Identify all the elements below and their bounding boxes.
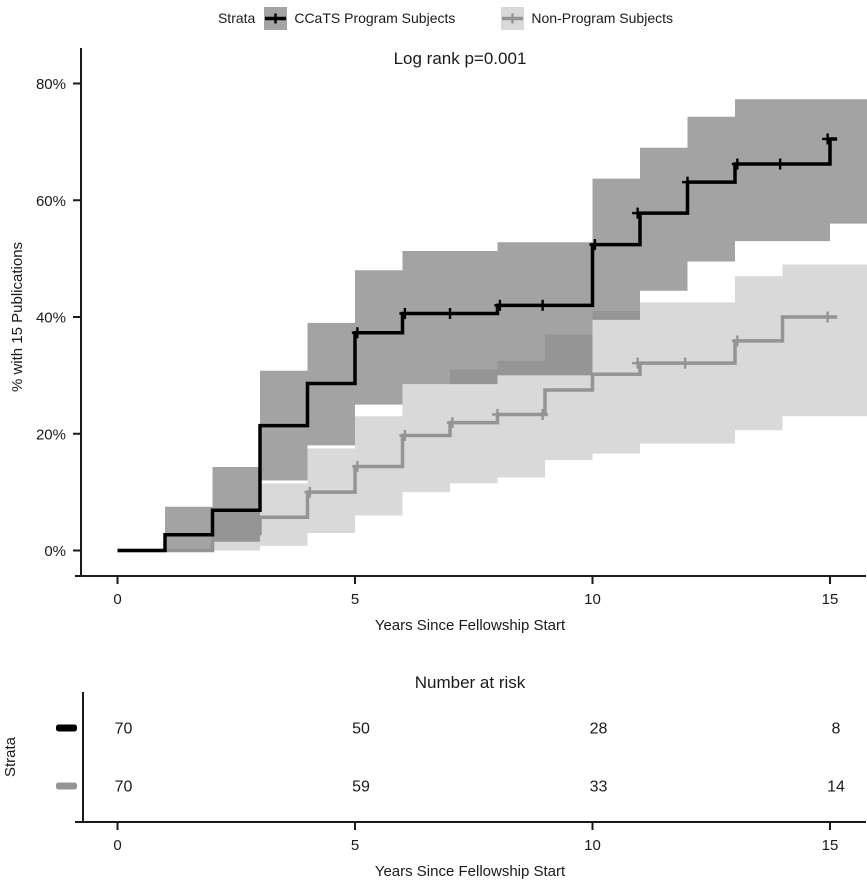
ccats-confidence-band (165, 99, 867, 551)
risk-count: 14 (827, 779, 845, 796)
risk-x-tick-label: 5 (351, 837, 359, 854)
legend-title: Strata (217, 10, 256, 26)
risk-strata-key-dash (56, 724, 77, 732)
risk-count: 70 (115, 721, 133, 738)
risk-count: 8 (832, 721, 841, 738)
y-tick-label: 80% (36, 76, 66, 93)
nonprogram-confidence-band (212, 264, 867, 551)
risk-count: 50 (352, 721, 370, 738)
legend-label-nonprogram: Non-Program Subjects (531, 10, 674, 26)
risk-count: 70 (115, 779, 133, 796)
risk-count: 33 (590, 779, 608, 796)
y-tick-label: 20% (36, 426, 66, 443)
x-tick-label: 0 (113, 591, 121, 608)
y-tick-label: 0% (44, 543, 66, 560)
y-tick-label: 40% (36, 310, 66, 327)
y-axis-label: % with 15 Publications (9, 242, 26, 392)
legend-key-ccats-icon (264, 6, 288, 30)
risk-table-axis-label: Strata (2, 736, 19, 777)
legend-label-ccats: CCaTS Program Subjects (294, 10, 456, 26)
risk-count: 59 (352, 779, 370, 796)
nonprogram-survival-curve (117, 315, 838, 553)
risk-strata-key-dash (56, 782, 77, 790)
x-axis-label: Years Since Fellowship Start (375, 617, 566, 634)
risk-count: 28 (590, 721, 608, 738)
legend: Strata CCaTS Program Subjects Non-Progra… (12, 4, 867, 32)
x-tick-label: 5 (351, 591, 359, 608)
risk-x-tick-label: 0 (113, 837, 121, 854)
y-tick-label: 60% (36, 193, 66, 210)
legend-key-nonprogram-icon (501, 6, 525, 30)
risk-x-tick-label: 10 (584, 837, 601, 854)
x-tick-label: 15 (822, 591, 839, 608)
plot-title: Log rank p=0.001 (394, 49, 527, 68)
risk-table-title: Number at risk (415, 673, 526, 692)
risk-x-tick-label: 15 (822, 837, 839, 854)
risk-x-axis-label: Years Since Fellowship Start (375, 863, 566, 880)
x-tick-label: 10 (584, 591, 601, 608)
